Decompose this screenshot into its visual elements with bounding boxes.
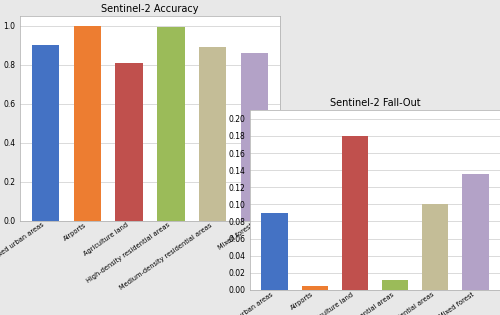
Bar — [116, 63, 142, 220]
Bar — [199, 47, 226, 220]
Bar — [342, 136, 368, 290]
Bar — [462, 175, 488, 290]
Bar — [302, 285, 328, 290]
Bar — [158, 27, 184, 220]
Title: Sentinel-2 Accuracy: Sentinel-2 Accuracy — [101, 3, 199, 14]
Bar — [382, 279, 408, 290]
Bar — [32, 45, 59, 220]
Bar — [422, 204, 448, 290]
Title: Sentinel-2 Fall-Out: Sentinel-2 Fall-Out — [330, 98, 420, 108]
Bar — [241, 53, 268, 220]
Bar — [74, 26, 101, 220]
Bar — [262, 213, 287, 290]
